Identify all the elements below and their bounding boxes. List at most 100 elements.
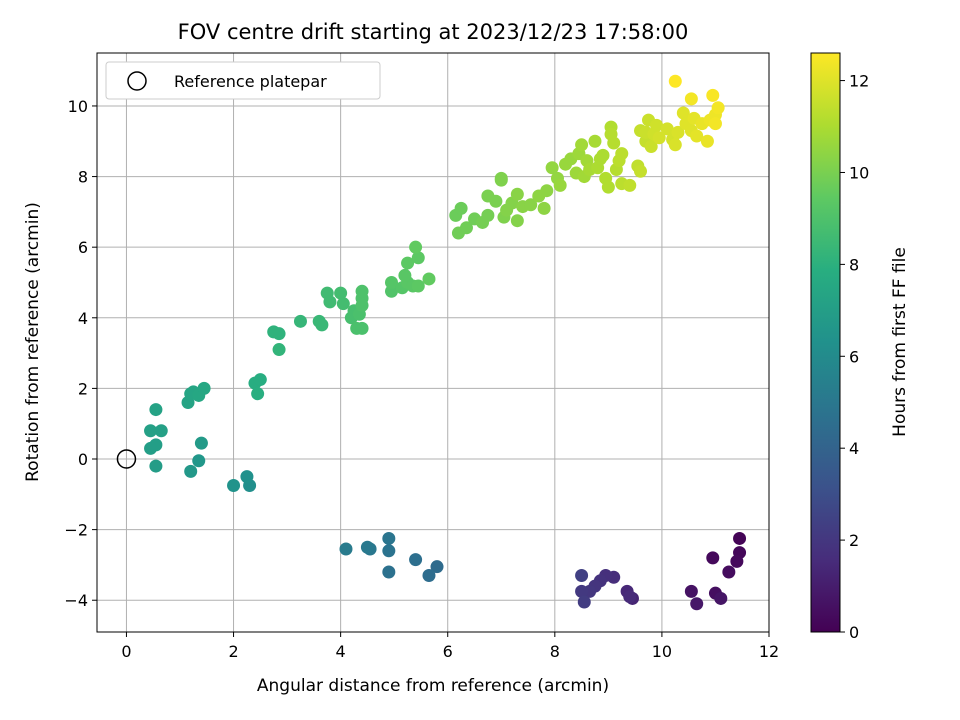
y-tick-label: 4 bbox=[78, 309, 88, 328]
data-point bbox=[652, 131, 666, 145]
data-points bbox=[144, 74, 747, 611]
data-point bbox=[398, 268, 412, 282]
data-point bbox=[355, 298, 369, 312]
data-point bbox=[588, 134, 602, 148]
x-axis-label: Angular distance from reference (arcmin) bbox=[257, 676, 609, 696]
reference-marker bbox=[116, 449, 137, 469]
data-point bbox=[684, 584, 698, 598]
colorbar-tick-label: 10 bbox=[849, 163, 869, 182]
colorbar-ticks: 0 2 4 6 8 10 12 bbox=[840, 72, 869, 642]
data-point bbox=[355, 284, 369, 298]
data-point bbox=[708, 117, 722, 131]
data-point bbox=[382, 544, 396, 558]
data-point bbox=[660, 122, 674, 136]
x-tick-label: 8 bbox=[550, 642, 560, 661]
data-point bbox=[336, 297, 350, 311]
data-point bbox=[671, 125, 685, 139]
data-point bbox=[454, 201, 468, 215]
data-point bbox=[253, 373, 267, 387]
chart-title: FOV centre drift starting at 2023/12/23 … bbox=[178, 20, 689, 44]
data-point bbox=[575, 138, 589, 152]
x-tick-label: 4 bbox=[336, 642, 346, 661]
y-tick-label: −2 bbox=[64, 521, 88, 540]
data-point bbox=[382, 565, 396, 579]
data-point bbox=[401, 256, 415, 270]
data-point bbox=[607, 136, 621, 150]
data-point bbox=[706, 551, 720, 565]
data-point bbox=[184, 464, 198, 478]
data-point bbox=[430, 560, 444, 574]
y-axis-label: Rotation from reference (arcmin) bbox=[23, 202, 43, 482]
colorbar-tick-label: 8 bbox=[849, 255, 859, 274]
data-point bbox=[668, 138, 682, 152]
data-point bbox=[577, 595, 591, 609]
colorbar-tick-label: 2 bbox=[849, 531, 859, 550]
data-point bbox=[700, 134, 714, 148]
data-point bbox=[481, 208, 495, 222]
data-point bbox=[690, 597, 704, 611]
colorbar-gradient bbox=[810, 52, 841, 633]
legend-marker bbox=[127, 71, 147, 91]
data-point bbox=[459, 221, 473, 235]
data-point bbox=[149, 459, 163, 473]
data-point bbox=[706, 88, 720, 102]
data-point bbox=[711, 101, 725, 115]
data-point bbox=[733, 531, 747, 545]
data-point bbox=[411, 251, 425, 265]
data-point bbox=[644, 140, 658, 154]
data-point bbox=[422, 272, 436, 286]
data-point bbox=[385, 275, 399, 289]
data-point bbox=[540, 184, 554, 198]
y-tick-label: 8 bbox=[78, 168, 88, 187]
plot-frame bbox=[96, 52, 770, 633]
data-point bbox=[144, 441, 158, 455]
data-point bbox=[272, 327, 286, 341]
data-point bbox=[315, 318, 329, 332]
colorbar-tick-label: 12 bbox=[849, 72, 869, 91]
data-point bbox=[553, 178, 567, 192]
data-point bbox=[623, 178, 637, 192]
data-point bbox=[524, 198, 538, 212]
y-tick-label: 10 bbox=[68, 97, 88, 116]
legend-label: Reference platepar bbox=[174, 72, 327, 91]
data-point bbox=[545, 161, 559, 175]
data-point bbox=[601, 180, 615, 194]
data-point bbox=[355, 321, 369, 335]
data-point bbox=[676, 106, 690, 120]
x-tick-label: 10 bbox=[652, 642, 672, 661]
y-tick-label: 0 bbox=[78, 450, 88, 469]
data-point bbox=[684, 92, 698, 106]
data-point bbox=[409, 553, 423, 567]
x-tick-label: 12 bbox=[759, 642, 779, 661]
data-point bbox=[510, 187, 524, 201]
data-point bbox=[144, 424, 158, 438]
legend: Reference platepar bbox=[105, 61, 381, 100]
data-point bbox=[690, 129, 704, 143]
legend-box bbox=[105, 61, 381, 100]
colorbar-tick-label: 6 bbox=[849, 347, 859, 366]
data-point bbox=[422, 569, 436, 583]
data-point bbox=[537, 201, 551, 215]
data-point bbox=[494, 171, 508, 185]
data-point bbox=[714, 591, 728, 605]
colorbar-tick-label: 0 bbox=[849, 623, 859, 642]
data-point bbox=[197, 381, 211, 395]
data-point bbox=[409, 240, 423, 254]
data-point bbox=[360, 540, 374, 554]
x-tick-label: 6 bbox=[443, 642, 453, 661]
data-point bbox=[623, 590, 637, 604]
data-point bbox=[192, 454, 206, 468]
data-point bbox=[489, 194, 503, 208]
y-tick-label: 2 bbox=[78, 379, 88, 398]
colorbar-tick-label: 4 bbox=[849, 439, 859, 458]
data-point bbox=[149, 403, 163, 417]
data-point bbox=[154, 424, 168, 438]
data-point bbox=[382, 531, 396, 545]
data-point bbox=[323, 295, 337, 309]
data-point bbox=[240, 470, 254, 484]
data-point bbox=[339, 542, 353, 556]
x-tick-label: 2 bbox=[228, 642, 238, 661]
data-point bbox=[334, 286, 348, 300]
data-point bbox=[194, 436, 208, 450]
